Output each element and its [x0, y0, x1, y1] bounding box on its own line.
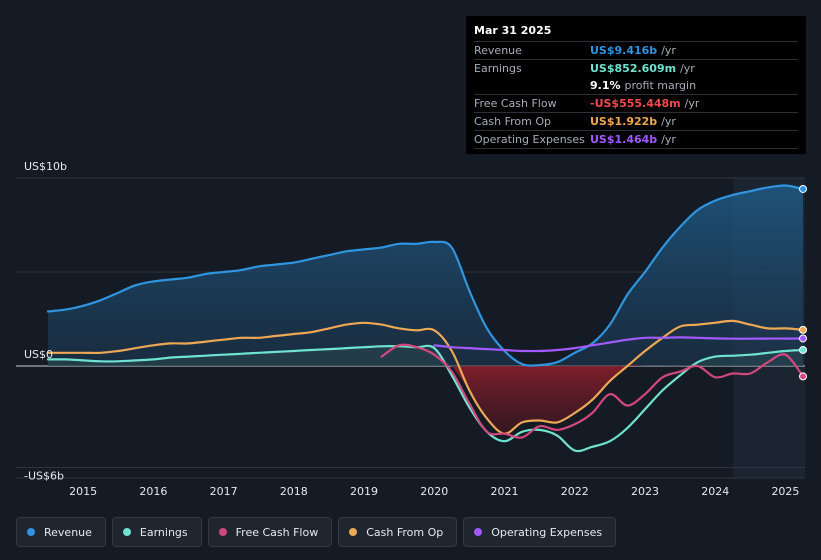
tooltip-unit: /yr: [661, 44, 676, 57]
earnings-end-dot: [799, 345, 807, 354]
tooltip-row-opex: Operating Expenses US$1.464b /yr: [474, 131, 798, 149]
tooltip-label: Free Cash Flow: [474, 97, 557, 110]
tooltip-row-cfo: Cash From Op US$1.922b /yr: [474, 113, 798, 131]
x-tick-label: 2021: [491, 485, 519, 498]
tooltip-unit: /yr: [684, 97, 700, 110]
operating-expenses-line: [433, 336, 805, 353]
x-tick-label: 2020: [420, 485, 448, 498]
revenue-end-dot: [799, 184, 807, 193]
tooltip-row-margin: 9.1% profit margin: [474, 77, 798, 95]
tooltip-label: Operating Expenses: [474, 133, 585, 146]
series-areas: [48, 185, 803, 434]
legend-label: Earnings: [139, 525, 188, 539]
legend-item-revenue[interactable]: Revenue: [16, 517, 106, 547]
tooltip-label: Earnings: [474, 62, 522, 75]
tooltip-value: US$1.922b: [590, 115, 658, 128]
tooltip-unit: /yr: [661, 115, 676, 128]
y-tick-label: US$10b: [24, 160, 67, 173]
legend-dot-icon: [218, 528, 227, 536]
tooltip-value: US$852.609m: [590, 62, 677, 75]
operating-expenses-end-dot: [799, 334, 807, 343]
x-tick-label: 2017: [210, 485, 238, 498]
series-end-dots: [799, 184, 807, 381]
free-cash-flow-end-dot: [799, 372, 807, 381]
y-tick-label: US$0: [24, 348, 53, 361]
tooltip-label: Cash From Op: [474, 115, 552, 128]
tooltip-row-earnings: Earnings US$852.609m /yr: [474, 60, 798, 77]
tooltip-row-revenue: Revenue US$9.416b /yr: [474, 42, 798, 60]
tooltip-unit: profit margin: [624, 79, 697, 92]
y-axis-labels: US$10b US$0 -US$6b: [24, 160, 67, 483]
tooltip-label: Revenue: [474, 44, 522, 57]
legend-label: Operating Expenses: [491, 525, 603, 539]
legend-dot-icon: [27, 528, 35, 536]
revenue-area: [48, 185, 803, 366]
chart-legend: Revenue Earnings Free Cash Flow Cash Fro…: [16, 517, 617, 547]
earnings-line: [46, 344, 805, 453]
earnings-area: [48, 346, 803, 368]
revenue-line: [46, 184, 805, 367]
tooltip-value: US$9.416b: [590, 44, 658, 57]
legend-item-earnings[interactable]: Earnings: [111, 517, 202, 547]
cash-from-op-line: [46, 319, 805, 435]
tooltip-label: [474, 77, 590, 94]
earnings-loss-area: [451, 364, 681, 434]
tooltip-row-fcf: Free Cash Flow -US$555.448m /yr: [474, 95, 798, 113]
x-tick-label: 2019: [350, 485, 378, 498]
x-tick-label: 2024: [701, 485, 729, 498]
x-tick-label: 2023: [631, 485, 659, 498]
legend-dot-icon: [349, 528, 358, 536]
x-tick-label: 2018: [280, 485, 308, 498]
legend-label: Revenue: [44, 525, 92, 539]
x-axis-labels: 2015 2016 2017 2018 2019 2020 2021 2022 2023 2024…: [69, 485, 799, 498]
y-tick-label: -US$6b: [24, 470, 64, 483]
tooltip-value: -US$555.448m: [590, 97, 681, 110]
financial-chart: US$10b US$0 -US$6b 2015 2016 2017 2018 2019 202…: [16, 160, 807, 498]
free-cash-flow-line: [380, 343, 805, 439]
legend-label: Free Cash Flow: [235, 525, 319, 539]
legend-dot-icon: [474, 528, 483, 536]
x-tick-label: 2025: [771, 485, 799, 498]
tooltip-unit: /yr: [680, 62, 695, 75]
legend-label: Cash From Op: [366, 525, 444, 539]
tooltip-value: US$1.464b: [590, 133, 658, 146]
tooltip-date: Mar 31 2025: [474, 23, 798, 42]
tooltip-unit: /yr: [661, 133, 676, 146]
legend-item-free-cash-flow[interactable]: Free Cash Flow: [207, 517, 333, 547]
legend-item-cash-from-op[interactable]: Cash From Op: [338, 517, 458, 547]
legend-dot-icon: [122, 528, 131, 536]
tooltip-value: 9.1%: [590, 79, 621, 92]
series-lines: [46, 184, 805, 453]
x-tick-label: 2015: [69, 485, 97, 498]
x-tick-label: 2016: [139, 485, 167, 498]
tooltip-panel: Mar 31 2025 Revenue US$9.416b /yr Earnin…: [466, 16, 806, 154]
legend-item-operating-expenses[interactable]: Operating Expenses: [463, 517, 617, 547]
x-tick-label: 2022: [561, 485, 589, 498]
cash-from-op-end-dot: [799, 325, 807, 334]
